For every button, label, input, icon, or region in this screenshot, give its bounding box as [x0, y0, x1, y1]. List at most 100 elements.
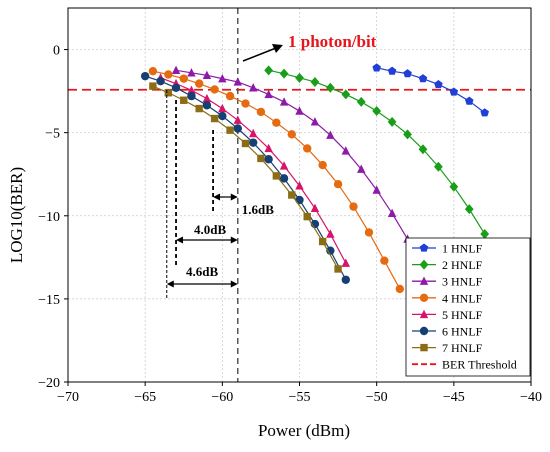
data-point — [341, 146, 350, 155]
data-point — [295, 72, 304, 83]
data-point — [149, 82, 157, 90]
data-point — [249, 128, 258, 138]
dim-4-0-arrow-head-right — [230, 236, 238, 244]
data-point — [372, 106, 382, 117]
legend: 1 HNLF 2 HNLF 3 HNLF 4 HNLF 5 HNLF 6 HNLF 7 HN… — [405, 237, 531, 377]
series-1-hnlf — [372, 63, 489, 117]
data-point — [148, 66, 158, 76]
data-point — [171, 65, 181, 75]
data-point — [387, 208, 397, 217]
data-point — [164, 89, 173, 97]
data-point — [318, 237, 327, 246]
series-3-hnlf — [171, 65, 412, 243]
data-point — [264, 89, 273, 99]
data-point — [225, 91, 235, 101]
data-point — [218, 73, 227, 83]
data-point — [279, 161, 289, 170]
data-point — [318, 160, 327, 170]
legend-entry: 3 HNLF — [412, 275, 483, 289]
annotation-layer: 1 photon/bit 1.6dB 4.0dB 4.6dB — [166, 32, 377, 298]
series-4-hnlf — [148, 66, 405, 294]
data-point — [241, 99, 250, 108]
data-point — [380, 256, 389, 265]
data-point — [464, 204, 474, 215]
x-tick-label: −50 — [366, 390, 388, 405]
data-point — [372, 185, 381, 194]
x-axis-label: Power (dBm) — [258, 421, 350, 440]
data-point — [387, 116, 397, 127]
y-tick-label: −20 — [38, 376, 60, 391]
legend-marker — [419, 259, 429, 270]
dim-1-6-label: 1.6dB — [242, 202, 274, 217]
data-point — [279, 174, 289, 183]
data-point — [279, 68, 289, 79]
data-point — [303, 144, 312, 153]
legend-label: 3 HNLF — [442, 275, 483, 289]
dim-1-6-arrow-head-left — [213, 193, 221, 201]
x-tick-label: −65 — [134, 390, 156, 405]
data-point — [233, 77, 242, 86]
data-point — [195, 104, 203, 113]
data-point — [341, 89, 351, 100]
legend-entry: 4 HNLF — [412, 291, 483, 305]
legend-marker — [419, 309, 429, 319]
data-point — [310, 76, 320, 87]
legend-label: 4 HNLF — [442, 291, 483, 305]
legend-entry: 5 HNLF — [412, 308, 483, 322]
legend-marker — [419, 276, 429, 285]
data-point — [326, 130, 335, 139]
data-point — [295, 195, 304, 205]
legend-entry: 6 HNLF — [412, 325, 483, 339]
data-point — [187, 91, 196, 101]
data-point — [218, 103, 227, 113]
data-point — [325, 82, 335, 93]
data-point — [202, 70, 212, 80]
data-point — [264, 65, 274, 76]
data-point — [480, 108, 489, 117]
data-point — [364, 228, 374, 237]
data-point — [449, 181, 459, 192]
data-point — [233, 124, 242, 133]
data-point — [164, 70, 173, 79]
data-point — [218, 111, 227, 121]
photon-arrowhead — [272, 44, 283, 53]
data-point — [202, 93, 212, 103]
legend-marker — [419, 326, 429, 336]
legend-box — [405, 237, 531, 377]
legend-label: 2 HNLF — [442, 258, 483, 272]
data-point — [356, 96, 366, 107]
data-point — [272, 172, 281, 180]
data-point — [287, 130, 296, 139]
x-tick-label: −70 — [57, 390, 79, 405]
data-point — [418, 144, 428, 155]
data-point — [226, 126, 234, 134]
data-point — [310, 117, 320, 126]
data-point — [418, 74, 428, 83]
legend-marker — [419, 243, 429, 252]
data-point — [210, 114, 219, 123]
y-tick-label: −15 — [38, 293, 60, 308]
legend-label: 1 HNLF — [442, 242, 483, 256]
data-point — [303, 212, 311, 221]
x-tick-label: −60 — [211, 390, 233, 405]
photon-label: 1 photon/bit — [288, 32, 377, 51]
data-point — [326, 229, 335, 238]
data-point — [449, 87, 459, 96]
legend-marker — [419, 293, 429, 302]
data-point — [140, 71, 150, 81]
y-tick-label: 0 — [53, 44, 60, 59]
data-point — [310, 203, 320, 212]
legend-marker — [420, 343, 428, 352]
data-point — [187, 85, 196, 94]
x-tick-label: −55 — [289, 390, 311, 405]
y-tick-label: −5 — [45, 127, 60, 142]
photon-arrow — [242, 47, 277, 62]
data-point — [249, 138, 258, 147]
data-point — [333, 179, 343, 189]
legend-label: 7 HNLF — [442, 341, 483, 355]
data-point — [194, 79, 204, 88]
data-point — [257, 154, 265, 163]
data-point — [341, 258, 350, 267]
data-point — [341, 275, 350, 284]
